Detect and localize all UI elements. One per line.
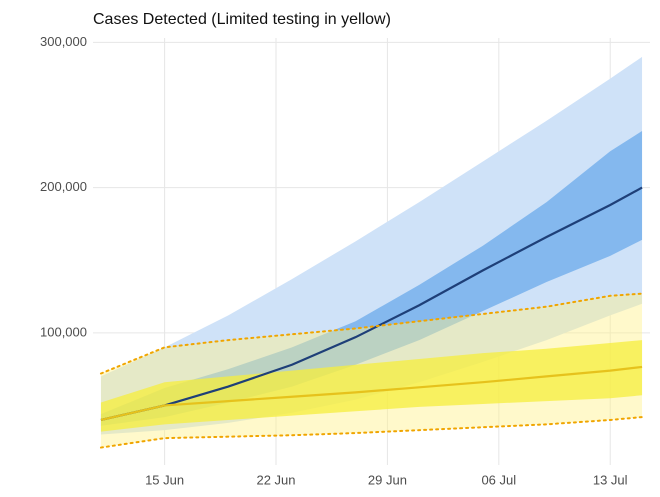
chart-title: Cases Detected (Limited testing in yello… <box>93 11 391 28</box>
x-tick-label: 22 Jun <box>256 472 295 487</box>
outer-band <box>100 56 643 435</box>
x-tick-label: 15 Jun <box>145 472 184 487</box>
inner-band <box>100 340 643 432</box>
y-tick-label: 200,000 <box>40 179 87 194</box>
y-tick-label: 100,000 <box>40 324 87 339</box>
x-tick-label: 29 Jun <box>368 472 407 487</box>
band-edge <box>99 416 644 449</box>
y-tick-label: 300,000 <box>40 34 87 49</box>
x-tick-label: 06 Jul <box>481 472 516 487</box>
series-line <box>100 186 643 422</box>
band-edge <box>99 292 644 375</box>
x-tick-label: 13 Jul <box>593 472 628 487</box>
series-line <box>100 365 643 422</box>
